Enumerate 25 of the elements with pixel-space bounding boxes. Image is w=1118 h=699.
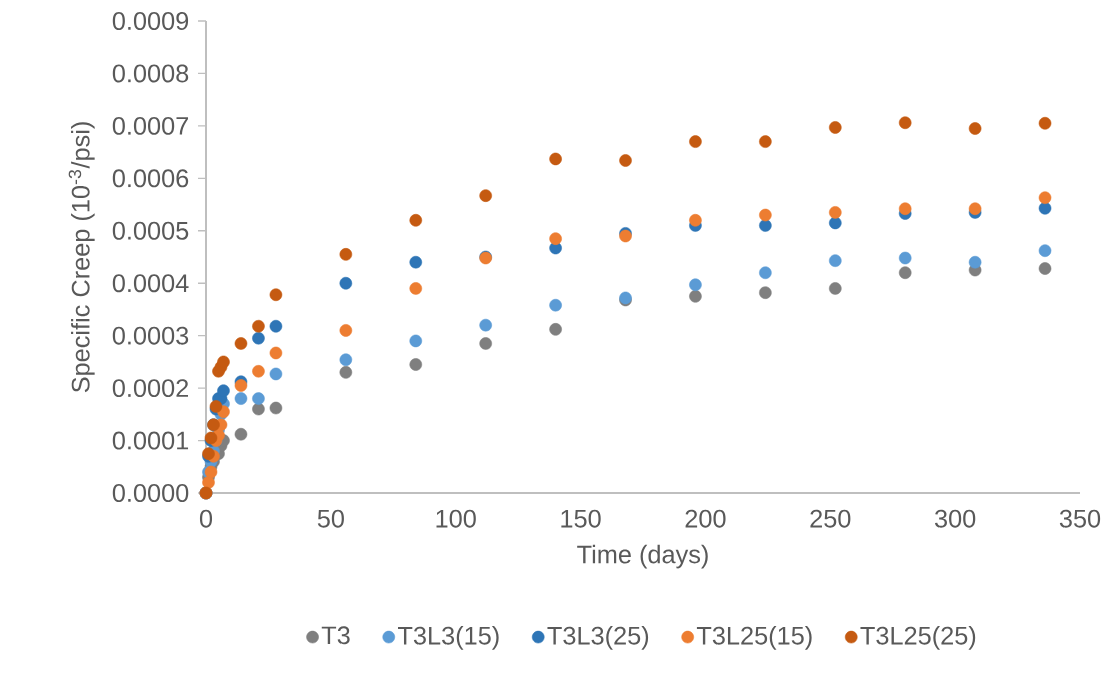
legend-label: T3L3(25) <box>547 626 649 650</box>
y-tick-label: 0.0000 <box>112 484 189 502</box>
y-tick-label: 0.0006 <box>112 169 189 188</box>
legend-label: T3L25(25) <box>860 626 976 650</box>
x-tick-label: 350 <box>1059 509 1101 528</box>
x-axis-title: Time (days) <box>577 544 708 569</box>
x-tick-label: 300 <box>934 509 976 528</box>
y-axis-title: Specific Creep (10$^{-3}$/psi) <box>68 122 95 393</box>
x-tick-label: 100 <box>436 509 476 528</box>
y-tick-label: 0.0005 <box>112 221 189 240</box>
y-tick-label: 0.0004 <box>112 274 189 293</box>
y-tick-label: 0.0009 <box>112 12 189 30</box>
x-tick-label: 0 <box>199 509 213 528</box>
y-tick-label: 0.0002 <box>112 379 189 398</box>
x-tick-label: 150 <box>561 509 601 528</box>
x-tick-label: 250 <box>810 509 851 528</box>
legend-label: T3L25(15) <box>696 626 812 650</box>
legend-label: T3 <box>321 626 350 645</box>
x-tick-label: 50 <box>317 509 344 528</box>
y-tick-label: 0.0003 <box>112 326 189 345</box>
y-tick-label: 0.0001 <box>112 431 189 450</box>
legend-label: T3L3(15) <box>398 626 499 650</box>
y-tick-label: 0.0007 <box>112 116 189 135</box>
y-tick-label: 0.0008 <box>112 64 189 83</box>
x-tick-label: 200 <box>685 509 726 528</box>
